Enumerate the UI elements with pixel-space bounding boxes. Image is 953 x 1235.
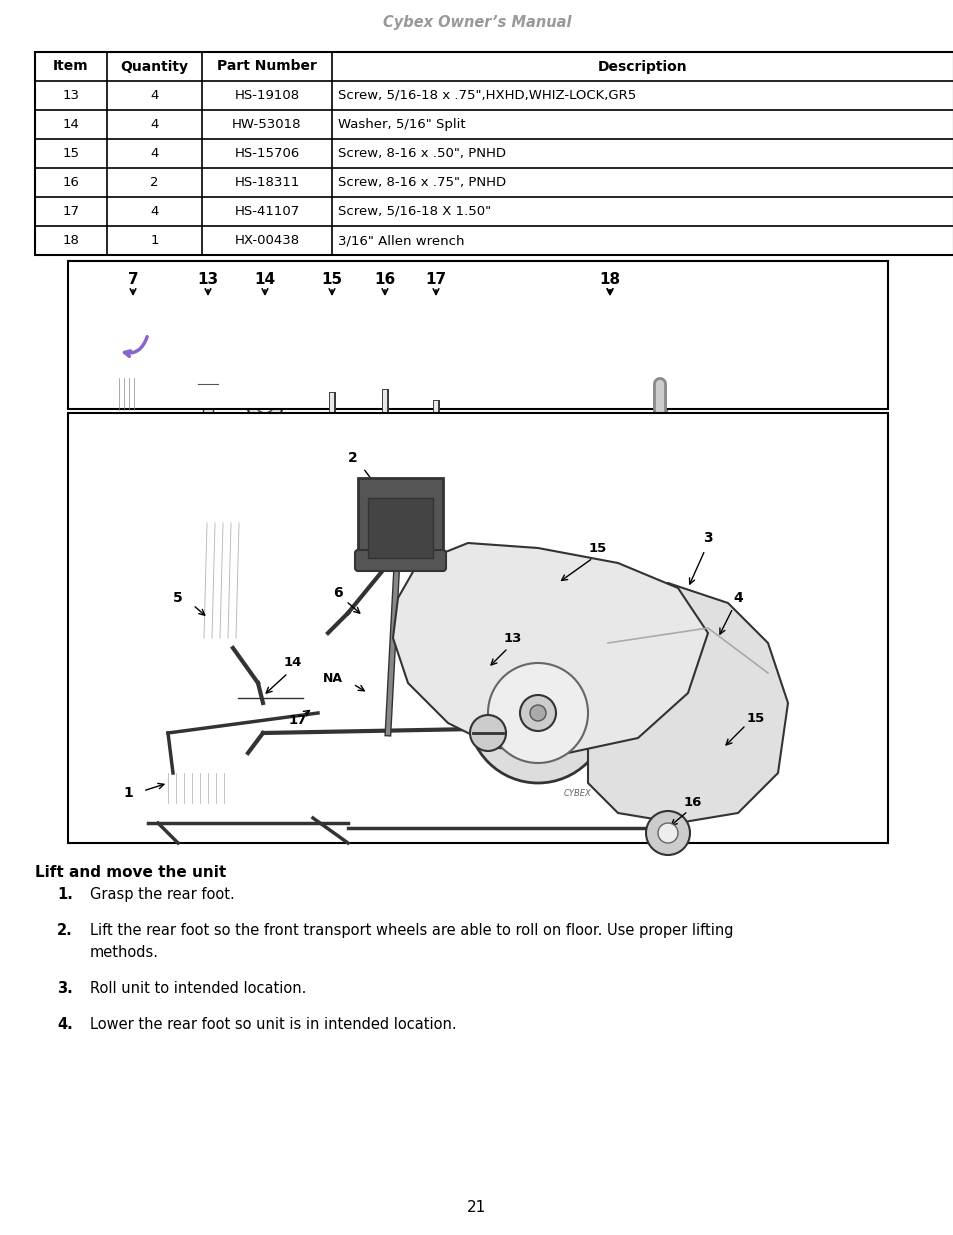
Text: 17: 17	[63, 205, 79, 219]
Text: 14: 14	[63, 119, 79, 131]
Text: 4.: 4.	[57, 1016, 73, 1032]
Text: 18: 18	[63, 233, 79, 247]
Text: 1.: 1.	[57, 887, 73, 902]
Bar	[198, 378, 218, 390]
Text: Screw, 8-16 x .50", PNHD: Screw, 8-16 x .50", PNHD	[337, 147, 505, 161]
Text: 2.: 2.	[57, 923, 73, 939]
Text: 16: 16	[683, 797, 701, 809]
Circle shape	[645, 811, 689, 855]
Text: 7: 7	[128, 272, 138, 287]
Text: 15: 15	[588, 541, 606, 555]
Text: 1: 1	[150, 233, 158, 247]
Text: 3.: 3.	[57, 981, 73, 995]
Text: 2: 2	[150, 177, 158, 189]
Bar	[166, 773, 231, 803]
Text: 4: 4	[151, 119, 158, 131]
Circle shape	[468, 643, 607, 783]
Text: Roll unit to intended location.: Roll unit to intended location.	[90, 981, 306, 995]
Text: 4: 4	[732, 592, 742, 605]
Text: 4: 4	[151, 89, 158, 103]
Text: HS-41107: HS-41107	[234, 205, 299, 219]
Circle shape	[488, 663, 587, 763]
Text: 5: 5	[172, 592, 183, 605]
Text: 1: 1	[123, 785, 132, 800]
Text: 17: 17	[289, 715, 307, 727]
Text: HW-53018: HW-53018	[232, 119, 301, 131]
Text: NA: NA	[323, 672, 343, 684]
Text: Part Number: Part Number	[217, 59, 316, 74]
Bar	[68, 412, 887, 844]
Text: 13: 13	[503, 631, 521, 645]
Text: 17: 17	[425, 272, 446, 287]
Text: 15: 15	[321, 272, 342, 287]
Ellipse shape	[427, 380, 444, 403]
Bar	[203, 390, 213, 422]
Text: 14: 14	[254, 272, 275, 287]
Text: HS-18311: HS-18311	[234, 177, 299, 189]
Text: Quantity: Quantity	[120, 59, 189, 74]
Circle shape	[376, 375, 393, 391]
Text: 13: 13	[63, 89, 79, 103]
Text: 15: 15	[63, 147, 79, 161]
Bar	[237, 690, 303, 708]
Text: 13: 13	[197, 272, 218, 287]
PathPatch shape	[587, 583, 787, 823]
Text: Screw, 5/16-18 x .75",HXHD,WHIZ-LOCK,GR5: Screw, 5/16-18 x .75",HXHD,WHIZ-LOCK,GR5	[337, 89, 636, 103]
Text: methods.: methods.	[90, 945, 159, 960]
Text: Lift and move the unit: Lift and move the unit	[35, 864, 226, 881]
Text: Cybex Owner’s Manual: Cybex Owner’s Manual	[382, 15, 571, 30]
Text: 6: 6	[333, 585, 342, 600]
Bar	[68, 261, 887, 409]
Text: 4: 4	[151, 147, 158, 161]
Circle shape	[530, 705, 545, 721]
Text: Grasp the rear foot.: Grasp the rear foot.	[90, 887, 234, 902]
Circle shape	[325, 382, 338, 395]
Text: 3: 3	[702, 531, 712, 545]
Ellipse shape	[187, 519, 259, 648]
Text: 16: 16	[63, 177, 79, 189]
Text: Screw, 5/16-18 X 1.50": Screw, 5/16-18 X 1.50"	[337, 205, 491, 219]
Text: HS-15706: HS-15706	[234, 147, 299, 161]
Text: 21: 21	[467, 1200, 486, 1215]
Text: HX-00438: HX-00438	[234, 233, 299, 247]
Circle shape	[431, 387, 440, 396]
Text: HS-19108: HS-19108	[234, 89, 299, 103]
Bar	[117, 346, 139, 378]
Text: 4: 4	[151, 205, 158, 219]
Circle shape	[247, 387, 283, 422]
Text: Lower the rear foot so unit is in intended location.: Lower the rear foot so unit is in intend…	[90, 1016, 456, 1032]
Circle shape	[658, 823, 678, 844]
Text: Screw, 8-16 x .75", PNHD: Screw, 8-16 x .75", PNHD	[337, 177, 506, 189]
Bar	[357, 478, 442, 568]
Text: 16: 16	[374, 272, 395, 287]
Text: 3/16" Allen wrench: 3/16" Allen wrench	[337, 233, 464, 247]
Bar	[35, 52, 953, 254]
Bar	[368, 498, 433, 558]
Text: 15: 15	[746, 711, 764, 725]
Text: Item: Item	[53, 59, 89, 74]
Text: Lift the rear foot so the front transport wheels are able to roll on floor. Use : Lift the rear foot so the front transpor…	[90, 923, 733, 939]
Circle shape	[255, 395, 274, 412]
Text: CYBEX: CYBEX	[563, 788, 591, 798]
FancyBboxPatch shape	[355, 550, 446, 571]
Text: Description: Description	[598, 59, 687, 74]
Circle shape	[519, 695, 556, 731]
Ellipse shape	[190, 529, 246, 627]
PathPatch shape	[393, 543, 707, 753]
Text: Washer, 5/16" Split: Washer, 5/16" Split	[337, 119, 465, 131]
Circle shape	[470, 715, 505, 751]
Text: 14: 14	[283, 657, 302, 669]
Text: 18: 18	[598, 272, 619, 287]
Text: 2: 2	[348, 451, 357, 466]
